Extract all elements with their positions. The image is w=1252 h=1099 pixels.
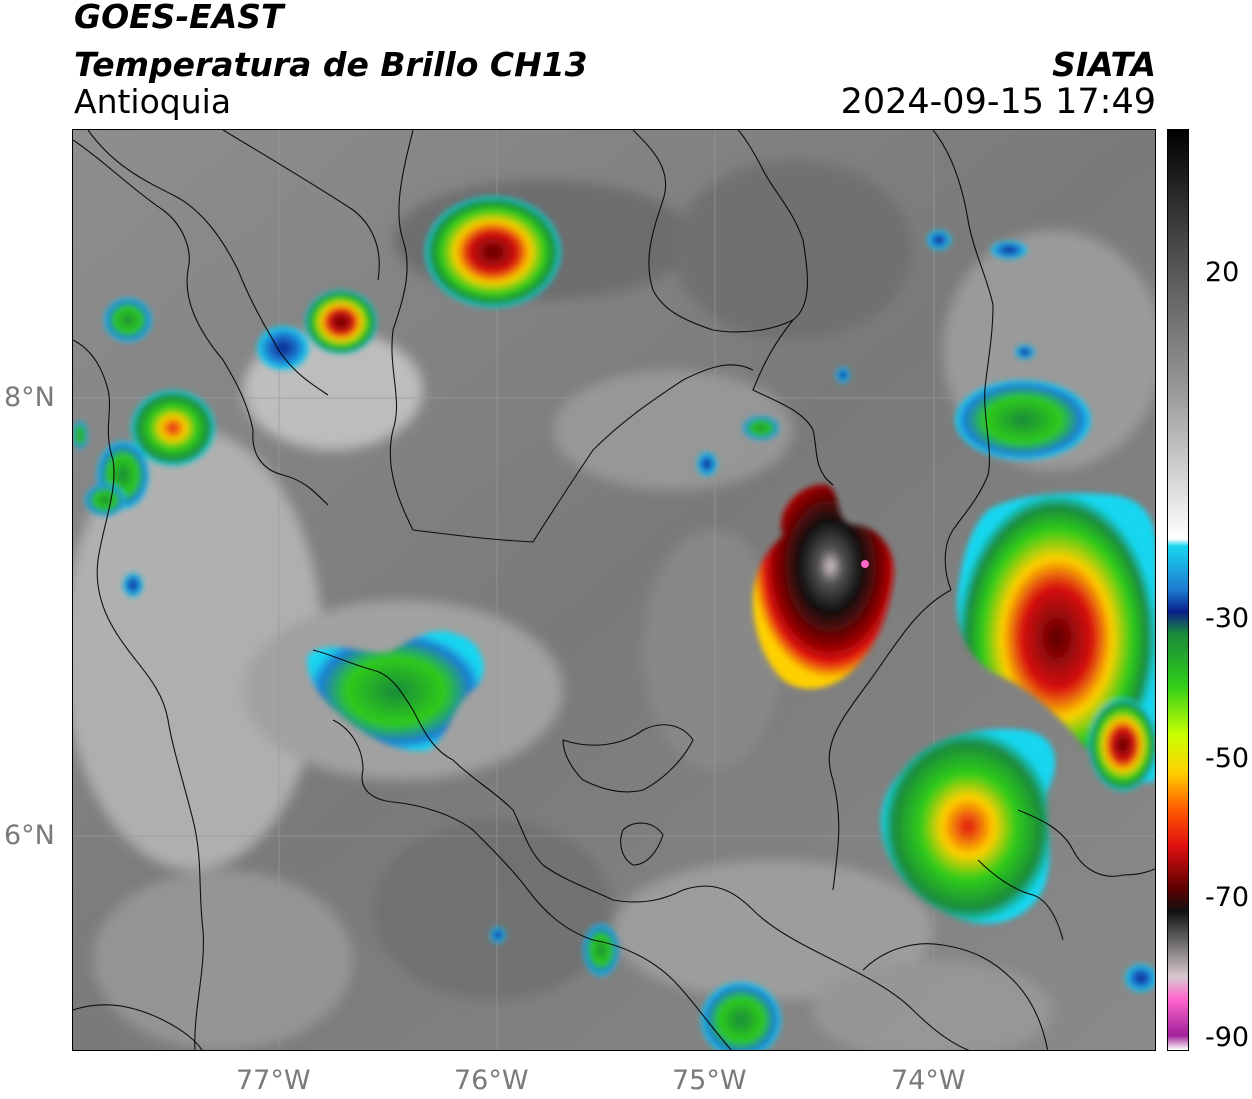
temperature-colorbar [1167,129,1189,1051]
colorbar-label: -50 [1205,743,1250,774]
organization-label: SIATA [1052,45,1156,84]
colorbar-label: -30 [1205,603,1250,634]
satellite-map[interactable] [72,129,1156,1051]
x-tick-label: 74°W [891,1065,966,1096]
satellite-title: GOES-EAST [74,0,284,36]
x-tick-label: 76°W [454,1065,529,1096]
colorbar-label: 20 [1205,257,1240,288]
colorbar-label: -70 [1205,882,1250,913]
map-canvas [73,130,1155,1050]
colorbar-label: -90 [1205,1022,1250,1053]
x-tick-label: 77°W [236,1065,311,1096]
product-title: Temperatura de Brillo CH13 [74,45,588,84]
timestamp-label: 2024-09-15 17:49 [840,82,1156,122]
y-tick-label: 8°N [4,382,55,413]
region-label: Antioquia [74,82,232,121]
x-tick-label: 75°W [672,1065,747,1096]
y-tick-label: 6°N [4,820,55,851]
